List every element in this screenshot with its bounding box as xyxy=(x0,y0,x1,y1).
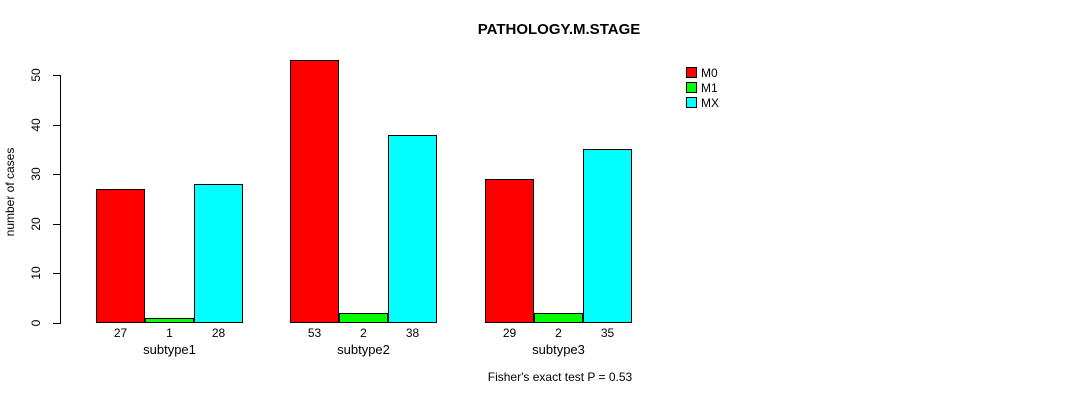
bar-subtype1-m0 xyxy=(96,189,145,323)
bar-value-label: 28 xyxy=(211,326,226,340)
legend-swatch-m1 xyxy=(686,82,697,93)
legend-item-m0: M0 xyxy=(686,65,719,80)
bar-value-label: 53 xyxy=(307,326,322,340)
bar-value-label: 27 xyxy=(113,326,128,340)
fisher-test-note: Fisher's exact test P = 0.53 xyxy=(487,370,633,384)
bar-value-label: 29 xyxy=(502,326,517,340)
y-tick-mark xyxy=(53,273,61,275)
y-tick-mark xyxy=(53,174,61,176)
bar-subtype2-m0 xyxy=(290,60,339,323)
legend-label-m0: M0 xyxy=(701,65,718,80)
y-tick-label: 40 xyxy=(29,117,43,132)
legend-label-mx: MX xyxy=(701,95,719,110)
y-tick-mark xyxy=(53,223,61,225)
bar-subtype2-m1 xyxy=(339,313,388,323)
y-tick-label: 30 xyxy=(29,167,43,181)
bar-subtype3-m1 xyxy=(534,313,583,323)
legend-label-m1: M1 xyxy=(701,80,718,95)
y-tick-mark xyxy=(53,124,61,126)
legend: M0 M1 MX xyxy=(686,65,719,110)
y-axis-line xyxy=(60,75,61,324)
bar-value-label: 38 xyxy=(405,326,420,340)
y-tick-label: 50 xyxy=(29,68,43,82)
bar-value-label: 2 xyxy=(360,326,367,340)
legend-swatch-m0 xyxy=(686,67,697,78)
bar-subtype1-m1 xyxy=(145,318,194,323)
category-label-subtype3: subtype3 xyxy=(532,342,585,357)
bar-subtype1-mx xyxy=(194,184,243,323)
bar-subtype3-m0 xyxy=(485,179,534,323)
y-tick-label: 10 xyxy=(29,266,43,281)
bar-value-label: 2 xyxy=(555,326,562,340)
y-tick-label: 0 xyxy=(29,319,43,327)
y-axis-label: number of cases xyxy=(3,147,17,237)
bar-value-label: 1 xyxy=(166,326,173,340)
bar-subtype3-mx xyxy=(583,149,632,323)
legend-item-m1: M1 xyxy=(686,80,719,95)
y-tick-mark xyxy=(53,75,61,76)
category-label-subtype1: subtype1 xyxy=(143,342,196,357)
bar-value-label: 35 xyxy=(600,326,615,340)
y-tick-label: 20 xyxy=(29,217,43,231)
legend-swatch-mx xyxy=(686,97,697,108)
bar-subtype2-mx xyxy=(388,135,437,323)
y-tick-mark xyxy=(53,323,61,324)
legend-item-mx: MX xyxy=(686,95,719,110)
chart-title: PATHOLOGY.M.STAGE xyxy=(477,21,641,38)
category-label-subtype2: subtype2 xyxy=(337,342,390,357)
